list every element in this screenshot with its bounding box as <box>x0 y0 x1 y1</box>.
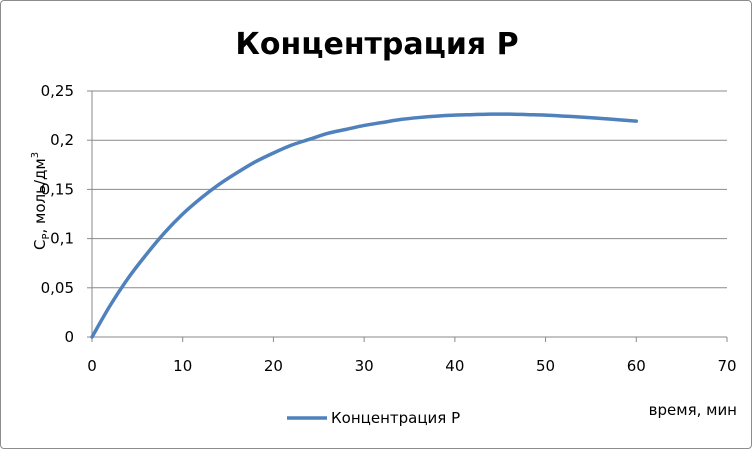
legend-label: Концентрация Р <box>331 409 460 427</box>
x-tick-label-5: 50 <box>536 357 555 375</box>
y-tick-labels: 0 0,05 0,1 0,15 0,2 0,25 <box>41 82 74 346</box>
y-tick-label-1: 0,05 <box>41 279 74 297</box>
x-tick-label-7: 70 <box>717 357 736 375</box>
y-axis-label-rest: , моль/дм <box>31 158 49 233</box>
series-line-0 <box>90 112 639 339</box>
y-tick-label-0: 0 <box>64 328 74 346</box>
chart-title: Концентрация Р <box>235 27 518 62</box>
y-axis-label-sub: P <box>41 233 52 239</box>
x-tick-labels: 0 10 20 30 40 50 60 70 <box>87 357 736 375</box>
plot-series <box>90 112 639 339</box>
x-axis-label: время, мин <box>649 401 737 419</box>
x-tick-label-2: 20 <box>264 357 283 375</box>
gridlines <box>92 90 727 289</box>
y-tick-label-4: 0,2 <box>50 131 74 149</box>
y-tick-label-3: 0,15 <box>41 180 74 198</box>
y-tick-label-5: 0,25 <box>41 82 74 100</box>
x-tick-label-0: 0 <box>87 357 97 375</box>
x-tick-label-4: 40 <box>445 357 464 375</box>
y-tick-label-2: 0,1 <box>50 230 74 248</box>
y-axis-label: CP, моль/дм3 <box>30 152 52 250</box>
x-tick-label-3: 30 <box>355 357 374 375</box>
y-axis-label-sup: 3 <box>30 152 41 158</box>
legend: Концентрация Р <box>287 409 460 427</box>
axes <box>87 90 728 342</box>
x-tick-label-6: 60 <box>627 357 646 375</box>
x-tick-label-1: 10 <box>173 357 192 375</box>
y-axis-label-main: C <box>31 240 49 250</box>
